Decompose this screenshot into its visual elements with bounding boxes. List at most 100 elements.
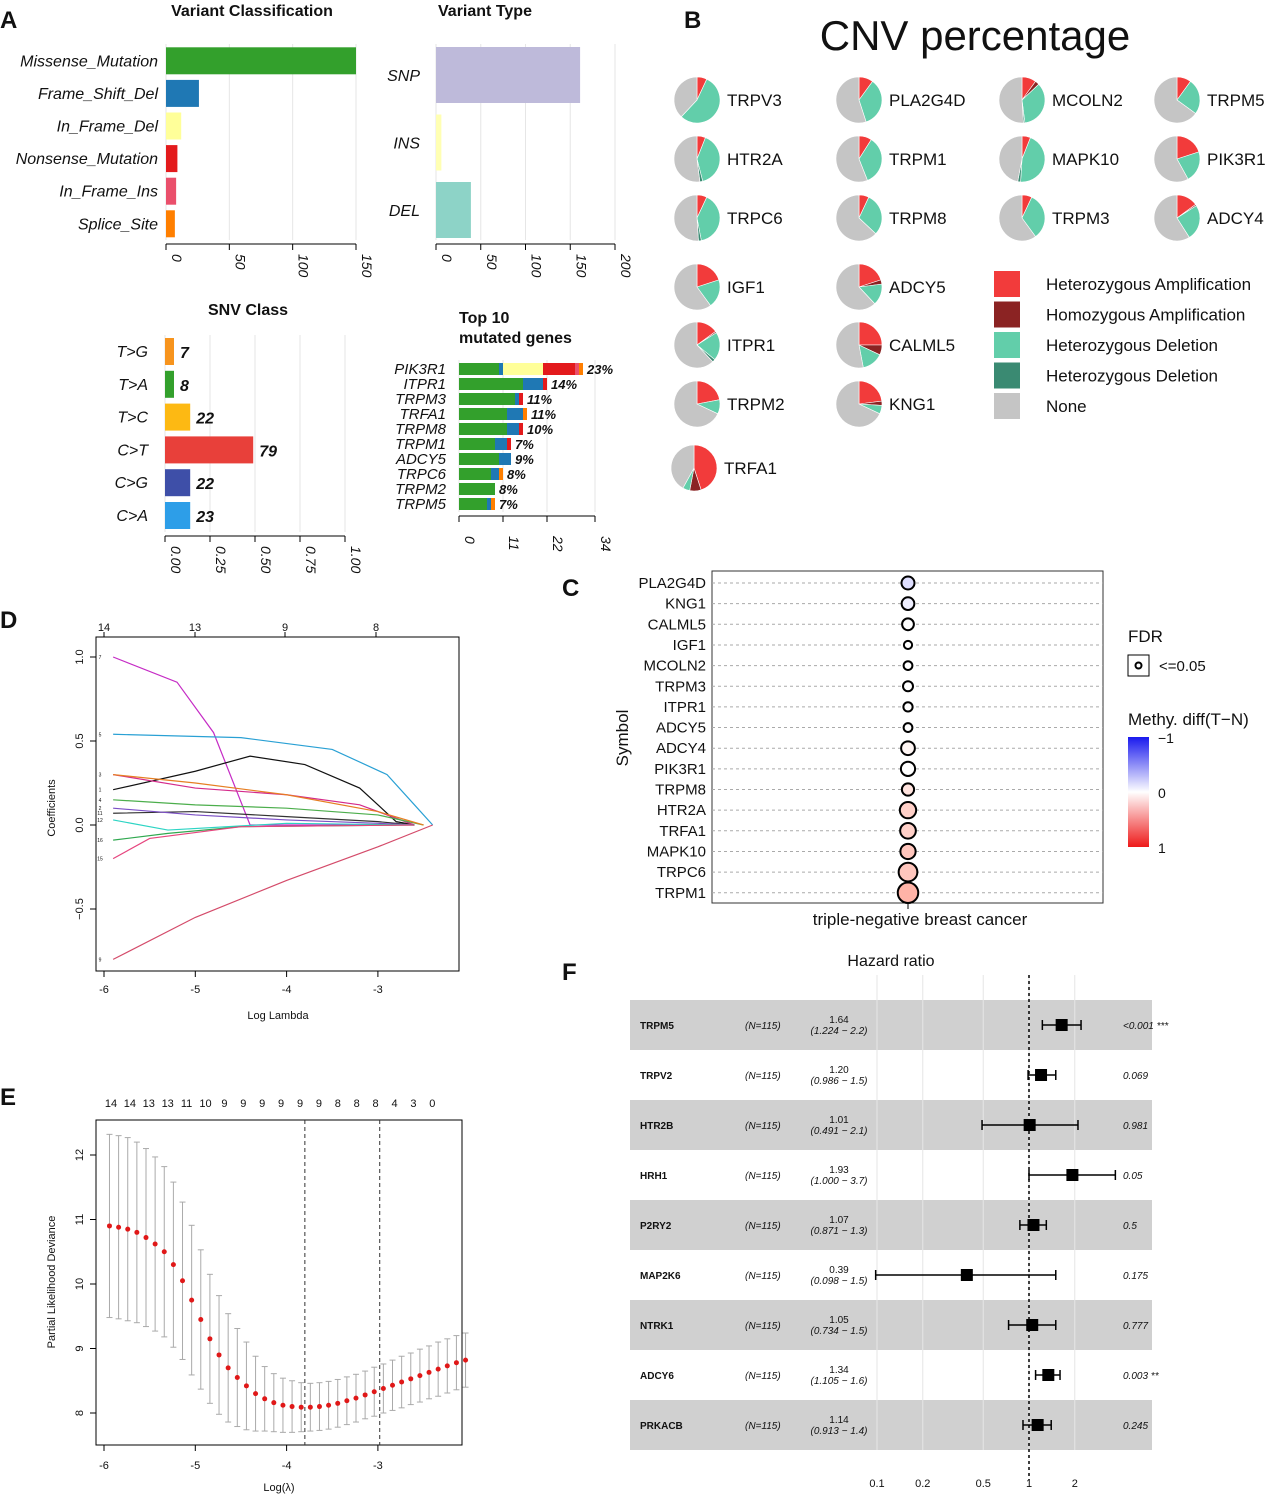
gene-label: ADCY5 xyxy=(395,451,447,468)
gene-label: TRPM8 xyxy=(395,421,446,438)
gene-label: ITPR1 xyxy=(403,376,446,393)
pie-slice xyxy=(670,444,695,489)
bar-segment xyxy=(487,498,491,510)
path-label: 5 xyxy=(99,732,102,738)
panel-label-E: E xyxy=(0,1084,16,1111)
bar-segment xyxy=(503,363,543,375)
bar-segment xyxy=(459,363,499,375)
category-label: DEL xyxy=(389,203,420,220)
tick-label: -3 xyxy=(373,1460,383,1472)
cv-point xyxy=(225,1365,231,1371)
cv-point xyxy=(161,1249,167,1255)
gene-label: HRH1 xyxy=(640,1171,668,1182)
bubble-ADCY5 xyxy=(902,722,914,733)
pie-slice xyxy=(858,80,883,123)
n-label: (N=115) xyxy=(745,1221,781,1232)
bar-segment xyxy=(523,378,543,390)
symbol-label: ITPR1 xyxy=(663,699,706,716)
bar-Missense_Mutation xyxy=(166,47,356,75)
cv-point xyxy=(280,1402,286,1408)
top-tick-label: 14 xyxy=(105,1098,117,1110)
category-label: T>A xyxy=(118,377,148,394)
bar-T>G xyxy=(165,338,174,365)
legend-bubble xyxy=(1134,661,1143,670)
cv-point xyxy=(444,1363,450,1369)
pie-gene-label: TRPM3 xyxy=(1052,209,1110,228)
cv-point xyxy=(106,1223,112,1229)
p-label: 0.245 xyxy=(1123,1421,1148,1432)
cv-point xyxy=(243,1383,249,1389)
bubble-TRPC6 xyxy=(897,861,919,883)
bar-segment xyxy=(499,453,511,465)
panel-label-C: C xyxy=(562,575,579,602)
pie-gene-label: TRPV3 xyxy=(727,91,782,110)
top-tick-label: 0 xyxy=(429,1098,435,1110)
panel-label-A: A xyxy=(0,7,17,34)
symbol-label: ADCY4 xyxy=(656,740,706,757)
data-label: 22 xyxy=(195,476,214,493)
bubble-CALML5 xyxy=(901,617,915,632)
bar-segment xyxy=(575,363,579,375)
cv-point xyxy=(390,1382,396,1388)
percent-label: 23% xyxy=(586,362,613,377)
tick-label: 9 xyxy=(74,1345,86,1351)
cv-point xyxy=(417,1373,423,1379)
n-label: (N=115) xyxy=(745,1171,781,1182)
cv-point xyxy=(408,1376,414,1382)
legend-swatch xyxy=(994,271,1020,297)
hr-label: 1.34 xyxy=(829,1365,849,1376)
pie-gene-label: ADCY4 xyxy=(1207,209,1264,228)
n-label: (N=115) xyxy=(745,1021,781,1032)
bubble-HTR2A xyxy=(898,801,918,820)
symbol-label: MCOLN2 xyxy=(643,658,706,675)
cv-point xyxy=(362,1392,368,1398)
symbol-label: HTR2A xyxy=(657,802,706,819)
pie-slice xyxy=(998,194,1036,242)
top-tick-label: 9 xyxy=(240,1098,246,1110)
category-label: Frame_Shift_Del xyxy=(38,86,158,103)
legend-title: Methy. diff(T−N) xyxy=(1128,710,1249,729)
percent-label: 7% xyxy=(515,437,534,452)
bar-SNP xyxy=(436,47,581,103)
cv-point xyxy=(463,1357,469,1363)
percent-label: 7% xyxy=(499,497,518,512)
category-label: C>A xyxy=(116,508,148,525)
pie-slice xyxy=(680,78,721,124)
gene-label: TRPV2 xyxy=(640,1071,673,1082)
ci-label: (1.000 − 3.7) xyxy=(811,1176,868,1187)
tick-label: -4 xyxy=(282,984,292,996)
bubble-IGF1 xyxy=(902,639,914,651)
pie-slice xyxy=(835,135,868,183)
data-label: 79 xyxy=(259,443,277,460)
bar-segment xyxy=(543,363,575,375)
path-label: 2 xyxy=(99,806,102,812)
pie-slice xyxy=(858,196,883,235)
hr-marker xyxy=(1023,1119,1036,1131)
gene-label: TRPC6 xyxy=(397,466,447,483)
bar-segment xyxy=(459,408,507,420)
row-band xyxy=(630,1400,1152,1450)
color-tick: 0 xyxy=(1158,785,1166,801)
gene-label: TRPM5 xyxy=(640,1021,674,1032)
bar-segment xyxy=(499,468,503,480)
cv-point xyxy=(326,1402,332,1408)
top-tick-label: 9 xyxy=(297,1098,303,1110)
pie-gene-label: IGF1 xyxy=(727,278,765,297)
n-label: (N=115) xyxy=(745,1271,781,1282)
top-tick-label: 8 xyxy=(373,622,379,634)
ci-label: (0.913 − 1.4) xyxy=(811,1426,868,1437)
category-label: T>G xyxy=(116,344,148,361)
tick-label: 0.1 xyxy=(869,1478,884,1490)
bar-segment xyxy=(519,423,523,435)
hr-marker xyxy=(1055,1019,1068,1031)
bar-C>T xyxy=(165,436,254,464)
cv-point xyxy=(198,1316,204,1322)
path-label: 7 xyxy=(99,655,102,661)
p-label: 0.05 xyxy=(1123,1171,1143,1182)
pie-slice xyxy=(835,380,881,428)
pie-slice xyxy=(696,137,721,182)
tick-label: 0.2 xyxy=(915,1478,930,1490)
bar-segment xyxy=(459,423,507,435)
pie-slice xyxy=(858,139,883,181)
tick-label: 100 xyxy=(529,254,545,278)
